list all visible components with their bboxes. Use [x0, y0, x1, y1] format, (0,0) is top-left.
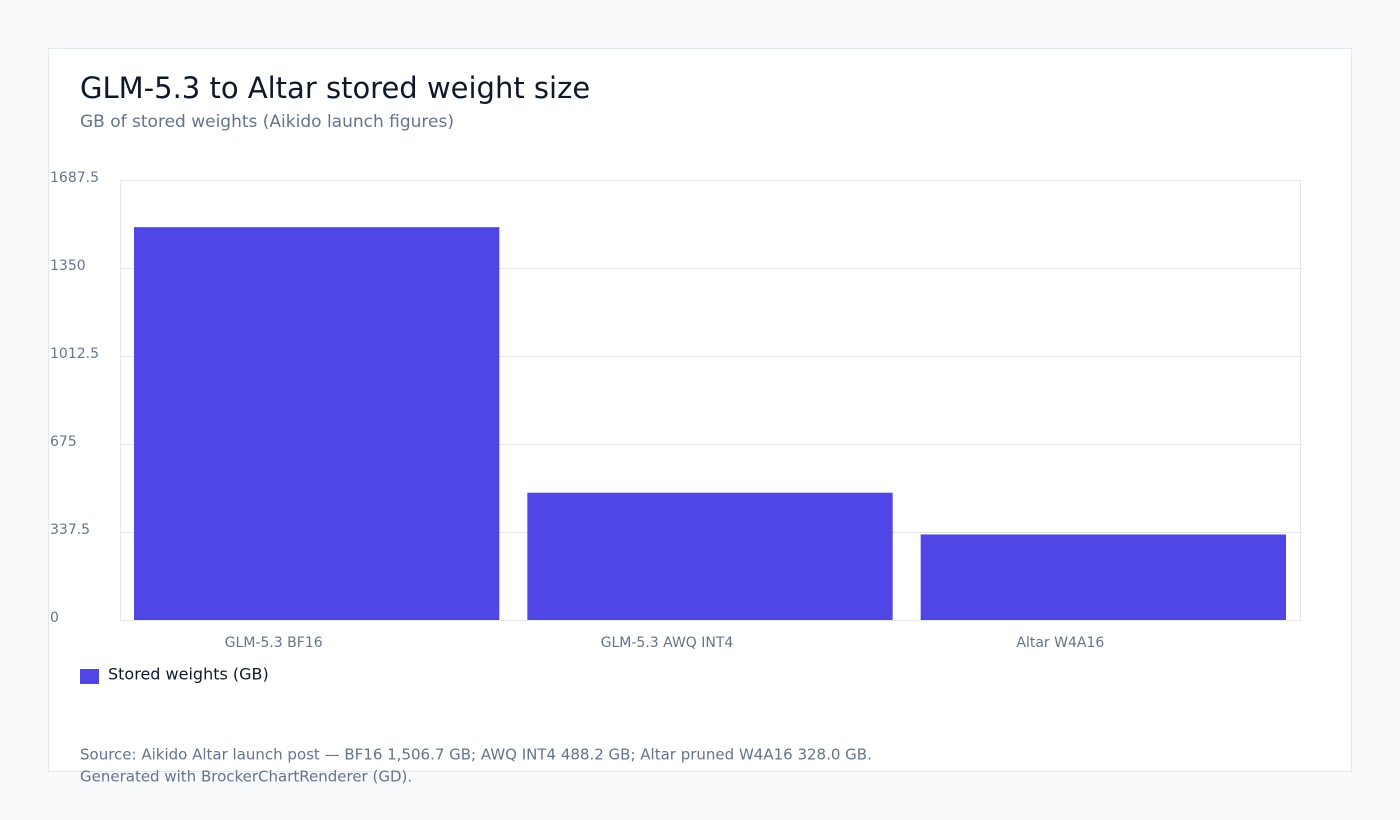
y-tick-label: 675: [50, 434, 77, 450]
bar: [134, 227, 500, 621]
generator-note: Generated with BrockerChartRenderer (GD)…: [80, 768, 412, 786]
legend-label: Stored weights (GB): [108, 665, 269, 684]
legend-swatch: [80, 669, 99, 684]
y-tick-label: 1687.5: [50, 170, 99, 186]
x-tick-label: GLM-5.3 AWQ INT4: [601, 635, 734, 651]
y-tick-label: 337.5: [50, 522, 90, 538]
source-note: Source: Aikido Altar launch post — BF16 …: [80, 746, 872, 764]
chart-subtitle: GB of stored weights (Aikido launch figu…: [80, 112, 454, 132]
bar: [527, 492, 893, 620]
y-tick-label: 1012.5: [50, 346, 99, 362]
chart-title: GLM-5.3 to Altar stored weight size: [80, 71, 590, 105]
y-tick-label: 0: [50, 610, 59, 626]
bar: [920, 534, 1286, 620]
y-tick-label: 1350: [50, 258, 86, 274]
x-tick-label: Altar W4A16: [1016, 635, 1104, 651]
x-tick-label: GLM-5.3 BF16: [225, 635, 323, 651]
